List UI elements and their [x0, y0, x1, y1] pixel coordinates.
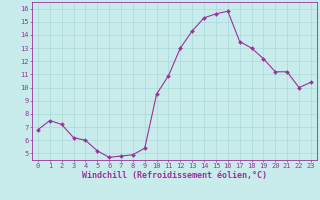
X-axis label: Windchill (Refroidissement éolien,°C): Windchill (Refroidissement éolien,°C): [82, 171, 267, 180]
